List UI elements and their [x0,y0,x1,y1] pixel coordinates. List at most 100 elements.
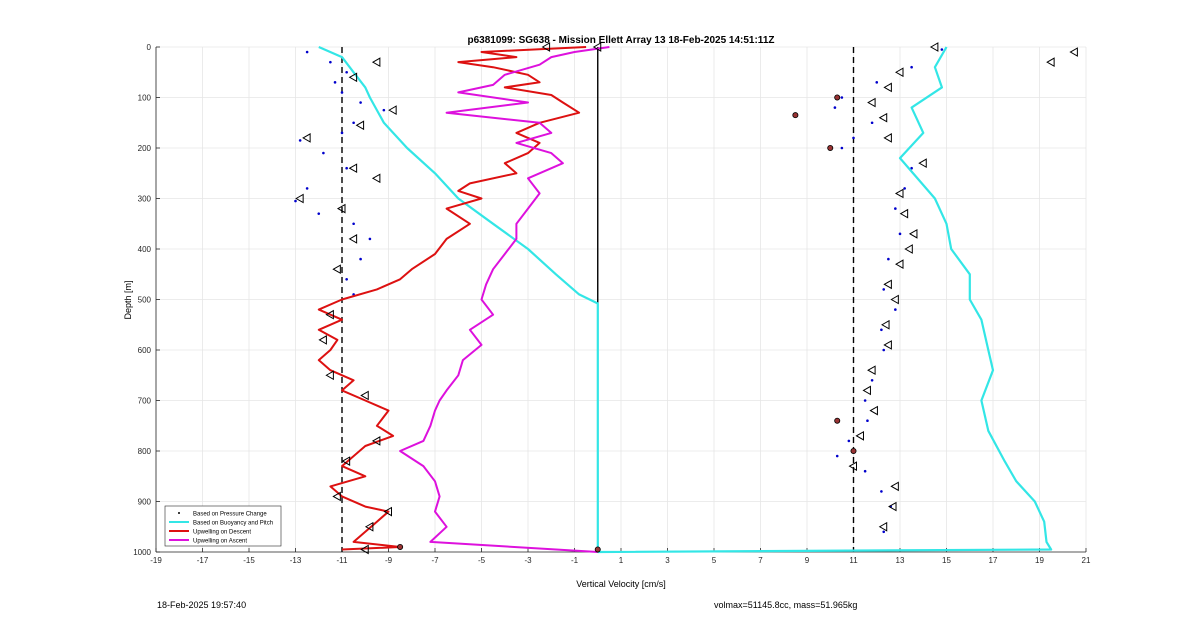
x-tick-label: 9 [805,556,810,565]
pressure-change-point [345,166,348,170]
circle-marker [827,144,834,151]
pressure-change-point [882,530,886,534]
x-tick-label: -19 [150,556,162,565]
pressure-change-point [298,139,302,142]
triangle-marker [364,521,374,532]
pressure-change-point [352,222,355,226]
triangle-marker [883,279,892,290]
x-tick-label: 17 [989,556,998,565]
circle-marker [594,546,601,553]
triangle-marker [302,133,311,143]
triangle-marker [1046,57,1055,68]
triangle-marker [878,521,888,532]
pressure-change-point [352,121,355,125]
x-tick-label: 1 [619,556,624,565]
triangle-marker [883,340,892,350]
triangle-marker [867,365,876,376]
legend-label: Based on Buoyancy and Pitch [193,521,273,527]
triangle-marker [360,390,369,401]
x-axis-label: Vertical Velocity [cm/s] [576,579,666,589]
triangle-marker [541,42,551,52]
x-tick-label: 15 [942,556,951,565]
legend-swatch [178,512,180,514]
triangle-marker [336,203,346,214]
pressure-change-point [329,60,332,64]
triangle-marker [881,319,890,330]
y-tick-label: 500 [138,296,152,305]
x-tick-label: -5 [478,556,486,565]
marker-layer [295,42,1078,555]
pressure-change-point [368,237,372,241]
triangle-marker [883,82,892,93]
triangle-marker [341,456,351,466]
pressure-change-point [322,151,325,155]
pressure-change-point [882,348,886,352]
pressure-change-point [305,50,309,54]
triangle-marker [325,370,334,381]
pressure-change-point [863,399,867,402]
pressure-change-point [833,106,837,109]
grid-lines [155,46,1087,553]
triangle-marker [867,97,876,108]
triangle-marker [894,67,904,78]
pressure-change-point [875,81,879,84]
legend: Based on Pressure Change Based on Buoyanc… [164,505,282,547]
pressure-change-point [894,308,897,311]
triangle-marker [862,385,871,396]
x-tick-label: -17 [197,556,209,565]
pressure-change-point [840,96,844,99]
y-tick-label: 700 [138,397,152,406]
triangle-marker [371,436,381,446]
triangle-marker [894,188,904,199]
triangle-marker [348,72,358,83]
pressure-change-point [294,199,297,203]
x-tick-label: -15 [243,556,255,565]
y-tick-label: 100 [138,94,152,103]
circle-marker [850,447,857,454]
pressure-change-point [359,101,362,104]
triangle-marker [592,42,602,52]
y-tick-label: 600 [138,346,152,355]
x-tick-label: -11 [337,556,349,565]
x-tick-label: -9 [385,556,393,565]
pressure-change-point [852,136,855,140]
pressure-change-point [382,108,386,112]
pressure-change-point [910,166,913,170]
y-axis-label: Depth [m] [123,280,133,319]
footer-volmax-mass: volmax=51145.8cc, mass=51.965kg [714,600,858,610]
x-tick-label: -13 [290,556,302,565]
circle-marker [792,112,799,119]
pressure-change-point [359,257,362,261]
triangle-marker [348,234,358,244]
triangle-marker [383,506,392,517]
pressure-change-point [882,288,886,291]
triangle-marker [388,105,397,115]
pressure-change-point [910,65,913,69]
triangle-marker [371,57,381,68]
x-tick-label: 21 [1082,556,1091,565]
triangle-marker [894,259,904,270]
y-tick-label: 900 [138,498,152,507]
x-tick-label: 5 [712,556,717,565]
triangle-marker [371,173,381,184]
legend-label: Upwelling on Descent [193,530,251,536]
y-tick-label: 300 [138,195,152,204]
pressure-change-point [317,212,321,215]
pressure-change-point [840,146,844,150]
pressure-change-point [345,70,348,74]
upwelling-on-ascent-line [399,46,610,553]
pressure-change-point [333,81,337,84]
x-tick-label: -1 [571,556,579,565]
pressure-change-point [305,187,309,190]
triangle-marker [878,112,888,123]
y-tick-label: 800 [138,447,152,456]
x-tick-label: -7 [431,556,439,565]
x-tick-label: 19 [1035,556,1044,565]
triangle-marker [929,42,939,52]
triangle-marker [1069,47,1078,57]
pressure-change-point [835,454,839,458]
pressure-change-point [887,257,890,261]
pressure-change-point [847,439,851,443]
triangle-marker [355,120,365,131]
tick-labels: -19 -17 -15 -13 -11 -9 -7 -5 -3 -1 1 3 5 7 9 11 13 15 17 19… [133,43,1091,565]
